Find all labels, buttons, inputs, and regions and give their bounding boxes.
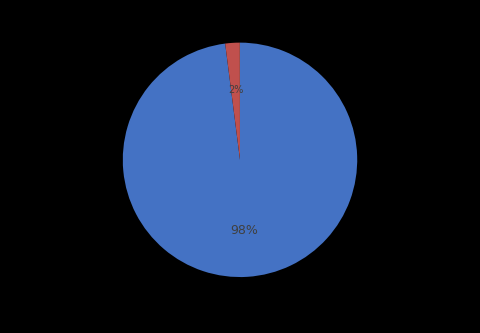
Text: 2%: 2% bbox=[228, 85, 243, 95]
Wedge shape bbox=[225, 43, 240, 160]
Text: 98%: 98% bbox=[230, 223, 258, 236]
Wedge shape bbox=[123, 43, 357, 277]
